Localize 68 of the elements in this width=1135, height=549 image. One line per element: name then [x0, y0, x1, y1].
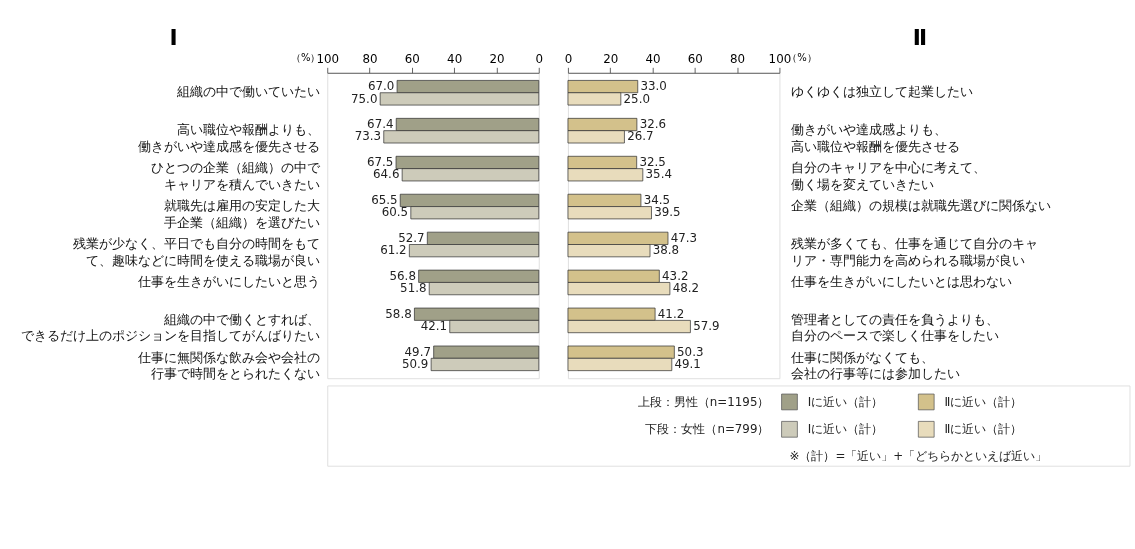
data-label: 60.5	[381, 205, 409, 220]
data-label: 42.1	[420, 319, 448, 334]
y-tick-label: 組織の中で働いていたい	[176, 84, 321, 100]
x-tick-label: 40	[447, 52, 463, 67]
data-label: 39.5	[654, 205, 681, 220]
legend-label: Ⅰに近い（計）	[807, 394, 884, 409]
y-tick-label: 仕事を生きがいにしたいと思う	[137, 274, 321, 290]
data-label: 65.5	[371, 193, 398, 208]
legend-label: Ⅱに近い（計）	[944, 421, 1023, 436]
legend-label: Ⅱに近い（計）	[944, 394, 1023, 409]
x-tick-label: 0	[564, 52, 573, 67]
y-tick-label: 残業が少なく、平日でも自分の時間をもてて、趣味などに時間を使える職場が良い	[73, 236, 321, 268]
data-label: 75.0	[351, 91, 378, 106]
data-label: 64.6	[373, 167, 400, 182]
y-tick-label: 管理者としての責任を負うよりも、自分のペースで楽しく仕事をしたい	[790, 312, 999, 344]
data-label: 51.8	[400, 281, 427, 296]
y-tick-label: 就職先は雇用の安定した大手企業（組織）を選びたい	[164, 198, 321, 230]
text: ※（計）=「近い」+「どちらかといえば近い」	[789, 449, 1048, 464]
y-tick-label: 高い職位や報酬よりも、働きがいや達成感を優先させる	[138, 122, 321, 154]
x-tick-label: 100	[768, 52, 792, 67]
x-tick-label: 60	[687, 52, 703, 67]
data-label: 41.2	[657, 306, 685, 321]
y-tick-label: 自分のキャリアを中心に考えて、働く場を変えていきたい	[790, 160, 986, 192]
data-label: 67.0	[367, 79, 395, 94]
data-label: 34.5	[643, 193, 671, 208]
y-tick-label: 仕事に関係がなくても、会社の行事等には参加したい	[789, 349, 960, 382]
data-label: 48.2	[672, 281, 700, 296]
data-label: 50.9	[402, 357, 429, 372]
text: 上段：男性（n=1195）	[637, 394, 770, 409]
data-label: 47.3	[670, 230, 698, 245]
data-label: 26.7	[627, 129, 654, 144]
text: Ⅱ	[912, 24, 928, 50]
data-label: 43.2	[662, 268, 689, 283]
data-label: 25.0	[623, 91, 650, 106]
data-label: 35.4	[645, 167, 672, 182]
x-tick-label: 80	[730, 52, 746, 67]
chart-title: Ⅰ	[169, 24, 178, 50]
data-label: 38.8	[652, 243, 680, 258]
y-tick-label: 企業（組織）の規模は就職先選びに関係ない	[790, 198, 1051, 214]
x-tick-label: 80	[362, 52, 378, 67]
data-label: 52.7	[398, 230, 425, 245]
x-tick-label: 20	[603, 52, 619, 67]
text: 下段：女性（n=799）	[645, 421, 770, 436]
y-tick-label: 働きがいや達成感よりも、高い職位や報酬を優先させる	[790, 122, 960, 154]
data-label: 57.9	[693, 319, 720, 334]
data-label: 50.3	[677, 344, 704, 359]
x-tick-label: 0	[535, 52, 544, 67]
x-tick-label: 60	[404, 52, 420, 67]
legend-label: Ⅰに近い（計）	[807, 421, 884, 436]
data-label: 49.1	[674, 357, 701, 372]
data-label: 56.8	[389, 268, 416, 283]
y-tick-label: 仕事に無関係な飲み会や会社の行事で時間をとられたくない	[137, 349, 321, 382]
x-tick-label: 20	[489, 52, 505, 67]
data-label: 73.3	[354, 129, 382, 144]
data-label: 32.6	[639, 117, 667, 132]
y-tick-label: 組織の中で働くとすれば、できるだけ上のポジションを目指してがんばりたい	[21, 312, 321, 344]
data-label: 67.4	[367, 117, 394, 132]
y-tick-label: ひとつの企業（組織）の中でキャリアを積んでいきたい	[151, 160, 322, 192]
y-tick-label: 残業が多くても、仕事を通じて自分のキャリア・専門能力を高められる職場が良い	[790, 236, 1038, 268]
y-tick-label: 仕事を生きがいにしたいとは思わない	[789, 274, 1012, 290]
data-label: 61.2	[380, 243, 407, 258]
data-label: 58.8	[385, 306, 412, 321]
data-label: 32.5	[639, 155, 666, 170]
x-tick-label: 40	[645, 52, 661, 67]
data-label: 33.0	[640, 79, 667, 94]
data-label: 67.5	[366, 155, 394, 170]
data-label: 49.7	[404, 344, 431, 359]
y-tick-label: ゆくゆくは独立して起業したい	[790, 84, 973, 100]
